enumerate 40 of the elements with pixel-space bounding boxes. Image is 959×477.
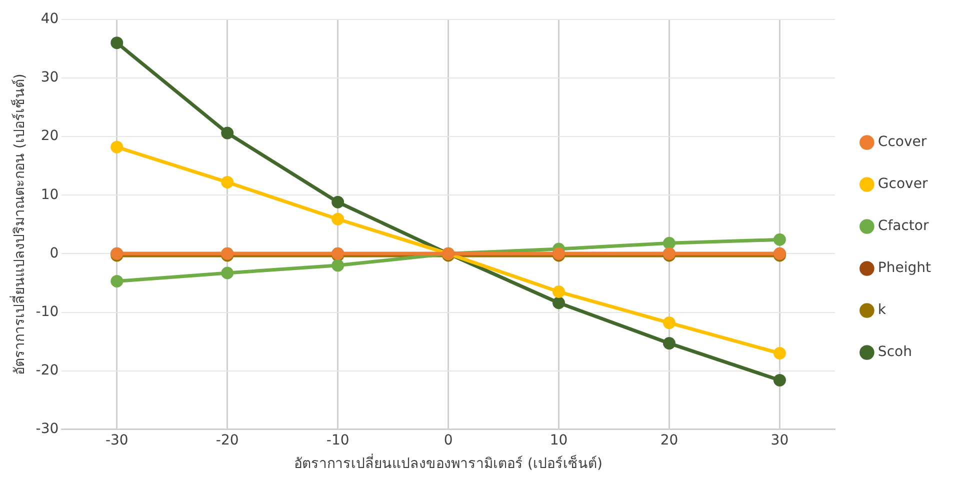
- x-tick-label: -30: [105, 432, 128, 448]
- y-tick-label: 20: [40, 128, 59, 144]
- point: [221, 266, 234, 280]
- point: [552, 296, 566, 310]
- y-tick-label: 10: [40, 186, 59, 203]
- legend-label: Gcover: [878, 176, 928, 192]
- y-tick-label: 30: [40, 70, 59, 86]
- point: [773, 233, 786, 246]
- point: [662, 236, 676, 250]
- legend-label: Pheight: [878, 260, 932, 276]
- x-tick-label: 20: [660, 432, 678, 448]
- point: [662, 337, 676, 350]
- x-tick-label: -20: [216, 432, 239, 448]
- y-tick-label: -20: [36, 362, 59, 378]
- point: [552, 286, 566, 298]
- x-tick-label: 30: [770, 432, 789, 448]
- y-tick-label: -10: [36, 304, 59, 320]
- point: [332, 212, 344, 226]
- point: [110, 36, 124, 50]
- point: [332, 259, 344, 272]
- y-tick-label: 0: [50, 245, 59, 262]
- point: [110, 140, 124, 154]
- legend-label: k: [878, 302, 887, 318]
- point: [221, 126, 234, 140]
- point: [662, 316, 676, 330]
- point: [110, 274, 124, 288]
- x-tick-label: 10: [550, 432, 568, 448]
- y-axis-title: อัตราการเปลี่ยนแปลงปริมาณตะกอน (เปอร์เซ็นต์): [10, 74, 28, 376]
- y-tick-label: 40: [40, 11, 59, 28]
- x-axis-title: อัตราการเปลี่ยนแปลงของพารามิเตอร์ (เปอร์เซ็นต์): [294, 454, 602, 472]
- x-tick-label: 0: [444, 432, 453, 448]
- x-tick-label: -10: [326, 432, 350, 448]
- legend-label: Scoh: [878, 344, 912, 360]
- legend-label: Ccover: [878, 134, 927, 150]
- point: [773, 374, 786, 386]
- point: [221, 176, 234, 188]
- y-tick-label: -30: [36, 421, 59, 438]
- point: [773, 347, 786, 360]
- legend-label: Cfactor: [878, 218, 929, 234]
- point: [332, 196, 344, 208]
